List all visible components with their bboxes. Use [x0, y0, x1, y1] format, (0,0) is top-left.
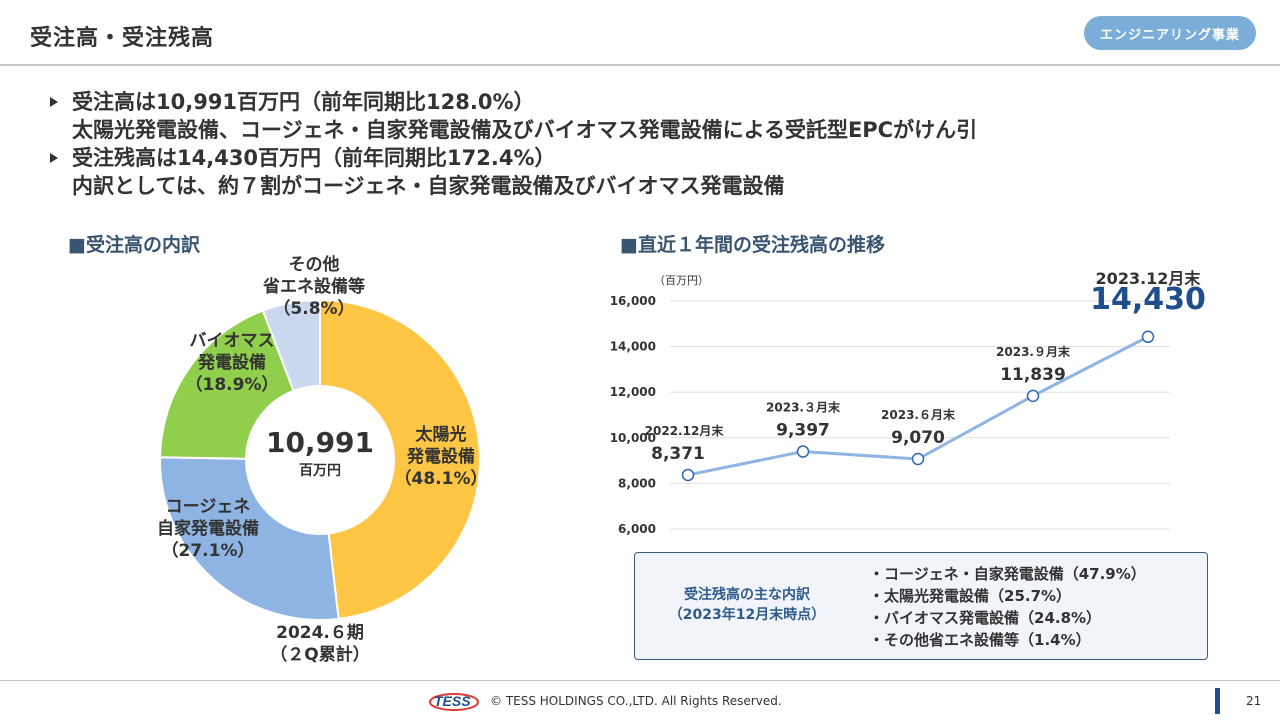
callout-item: ・その他省エネ設備等（1.4%） — [869, 631, 1091, 649]
bullet-line: 受注残高は14,430百万円（前年同期比172.4%） — [72, 146, 556, 170]
triangle-bullet-icon — [50, 153, 58, 163]
period-line: 2024.６期 — [276, 623, 364, 643]
page-number: 21 — [1246, 694, 1262, 708]
slice-label-biomass: バイオマス 発電設備 （18.9%） — [176, 330, 288, 396]
y-tick-label: 14,000 — [610, 340, 656, 354]
slice-label-other: その他 省エネ設備等 （5.8%） — [250, 254, 378, 320]
slice-label-line: （27.1%） — [161, 541, 255, 561]
donut-center-value: 10,991 — [265, 426, 375, 459]
bullet-item: 受注高は10,991百万円（前年同期比128.0%） 太陽光発電設備、コージェネ… — [46, 88, 1246, 144]
slice-label-solar: 太陽光 発電設備 （48.1%） — [386, 424, 496, 490]
bullet-item: 受注残高は14,430百万円（前年同期比172.4%） 内訳としては、約７割がコ… — [46, 144, 1246, 200]
donut-chart — [140, 280, 500, 640]
donut-period-label: 2024.６期 （２Q累計） — [230, 622, 410, 666]
segment-badge: エンジニアリング事業 — [1084, 16, 1256, 50]
y-tick-label: 16,000 — [610, 294, 656, 308]
backlog-line-chart: （百万円） 6,000 8,000 10,000 12,000 14,000 16,000 2… — [600, 262, 1240, 552]
callout-heading-line: 受注残高の主な内訳 — [684, 587, 810, 603]
slice-label-line: （18.9%） — [185, 375, 279, 395]
slice-other — [261, 298, 321, 393]
footer-divider — [0, 680, 1280, 681]
data-point — [1026, 389, 1040, 403]
bullet-list: 受注高は10,991百万円（前年同期比128.0%） 太陽光発電設備、コージェネ… — [46, 88, 1246, 200]
x-category-label: 2023.12月末 — [1096, 269, 1202, 288]
x-category-label: 2023.３月末 — [766, 400, 841, 415]
tess-logo: TESS — [428, 690, 484, 716]
page-accent-bar — [1215, 688, 1220, 714]
period-line: （２Q累計） — [270, 645, 370, 665]
slice-solar — [319, 298, 481, 621]
backlog-trend-title: ■直近１年間の受注残高の推移 — [620, 234, 885, 256]
slice-label-line: （5.8%） — [273, 299, 355, 319]
page-title: 受注高・受注残高 — [30, 26, 215, 51]
data-value-label: 8,371 — [651, 444, 705, 464]
bullet-line: 太陽光発電設備、コージェネ・自家発電設備及びバイオマス発電設備による受託型EPC… — [72, 118, 978, 142]
slice-label-line: 自家発電設備 — [157, 519, 259, 539]
callout-heading: 受注残高の主な内訳 （2023年12月末時点） — [647, 585, 847, 625]
data-value-label: 9,397 — [776, 421, 830, 441]
slice-label-cogen: コージェネ 自家発電設備 （27.1%） — [146, 496, 270, 562]
donut-chart-svg — [159, 298, 481, 621]
header-divider — [0, 64, 1280, 66]
callout-heading-line: （2023年12月末時点） — [668, 607, 826, 623]
slice-biomass — [159, 309, 295, 460]
data-value-label: 11,839 — [1000, 365, 1066, 385]
callout-item: ・太陽光発電設備（25.7%） — [869, 587, 1072, 605]
order-breakdown-title: ■受注高の内訳 — [68, 234, 200, 256]
line-chart-svg: （百万円） 6,000 8,000 10,000 12,000 14,000 16,000 2… — [610, 269, 1206, 536]
y-tick-label: 6,000 — [618, 522, 656, 536]
slice-label-line: 発電設備 — [198, 353, 266, 373]
callout-item: ・バイオマス発電設備（24.8%） — [869, 609, 1102, 627]
bullet-line: 受注高は10,991百万円（前年同期比128.0%） — [72, 90, 535, 114]
slice-label-line: コージェネ — [165, 497, 251, 517]
slice-label-line: 省エネ設備等 — [263, 277, 365, 297]
bullet-line: 内訳としては、約７割がコージェネ・自家発電設備及びバイオマス発電設備 — [72, 174, 785, 198]
data-point — [1141, 330, 1155, 344]
copyright-text: © TESS HOLDINGS CO.,LTD. All Rights Rese… — [490, 694, 782, 708]
backlog-breakdown-callout: 受注残高の主な内訳 （2023年12月末時点） ・コージェネ・自家発電設備（47… — [634, 552, 1208, 660]
slice-label-line: 発電設備 — [407, 447, 475, 467]
callout-list: ・コージェネ・自家発電設備（47.9%） ・太陽光発電設備（25.7%） ・バイ… — [869, 563, 1146, 651]
data-point — [681, 468, 695, 482]
x-category-label: 2023.９月末 — [996, 344, 1071, 359]
x-category-label: 2023.６月末 — [881, 407, 956, 422]
data-value-label: 14,430 — [1090, 282, 1206, 317]
data-value-label: 9,070 — [891, 428, 945, 448]
y-tick-label: 8,000 — [618, 476, 656, 490]
donut-center-unit: 百万円 — [299, 463, 341, 479]
triangle-bullet-icon — [50, 97, 58, 107]
slice-cogen — [159, 456, 340, 621]
slice-label-line: （48.1%） — [394, 469, 488, 489]
tess-logo-icon: TESS — [429, 693, 479, 711]
data-point — [796, 445, 810, 458]
y-axis-unit-label: （百万円） — [654, 274, 709, 287]
callout-item: ・コージェネ・自家発電設備（47.9%） — [869, 565, 1146, 583]
x-category-label: 2022.12月末 — [645, 423, 725, 438]
logo-text: TESS — [434, 693, 471, 709]
slice-label-line: 太陽光 — [415, 425, 467, 445]
slice-label-line: バイオマス — [189, 331, 275, 351]
data-point — [911, 452, 925, 466]
y-tick-label: 10,000 — [610, 431, 656, 445]
y-tick-label: 12,000 — [610, 385, 656, 399]
slice-label-line: その他 — [288, 255, 340, 275]
